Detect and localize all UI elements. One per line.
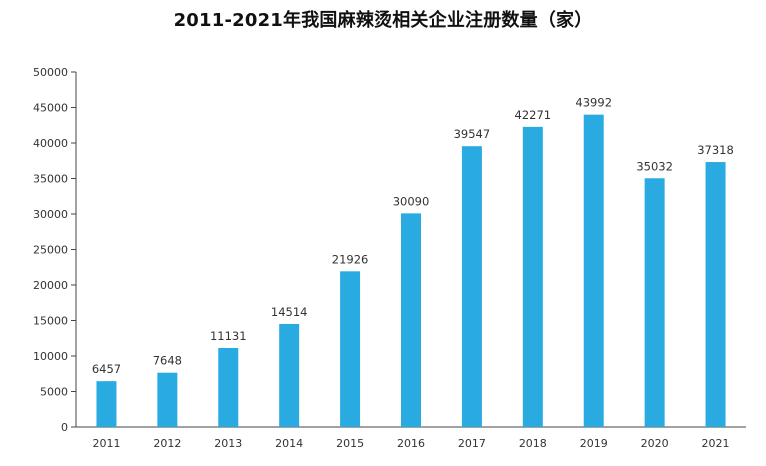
bar-2019 (583, 114, 604, 427)
x-tick-label: 2021 (702, 437, 730, 450)
data-label-2015: 21926 (332, 252, 369, 266)
data-label-2018: 42271 (515, 108, 552, 122)
y-tick-label: 10000 (33, 350, 68, 363)
x-tick-label: 2017 (458, 437, 486, 450)
y-tick-label: 35000 (33, 173, 68, 186)
data-label-2021: 37318 (697, 143, 734, 157)
y-tick-label: 40000 (33, 137, 68, 150)
data-label-2013: 11131 (210, 329, 247, 343)
data-label-2014: 14514 (271, 305, 308, 319)
y-tick-label: 5000 (40, 386, 68, 399)
x-tick-label: 2014 (275, 437, 303, 450)
bar-2014 (279, 323, 300, 427)
x-tick-label: 2018 (519, 437, 547, 450)
bar-2020 (644, 178, 665, 427)
chart-title: 2011-2021年我国麻辣烫相关企业注册数量（家） (173, 10, 593, 31)
data-label-2012: 7648 (153, 354, 182, 368)
data-label-2020: 35032 (636, 159, 673, 173)
bar-2012 (157, 372, 178, 427)
bar-2015 (340, 271, 361, 427)
data-label-2011: 6457 (92, 362, 121, 376)
x-tick-label: 2016 (397, 437, 425, 450)
x-tick-label: 2012 (153, 437, 181, 450)
y-tick-label: 20000 (33, 279, 68, 292)
y-tick-label: 0 (61, 421, 68, 434)
bar-2018 (522, 126, 543, 427)
x-tick-label: 2020 (641, 437, 669, 450)
y-axis: 0 5000 10000 15000 20000 25000 30000 35000 40000… (33, 66, 77, 434)
bar-2011 (96, 381, 117, 427)
data-labels: 6457 7648 11131 14514 21926 30090 39547 42271 43… (92, 96, 734, 376)
x-tick-label: 2013 (214, 437, 242, 450)
bar-2017 (461, 146, 482, 427)
data-label-2016: 30090 (393, 194, 430, 208)
y-tick-label: 15000 (33, 315, 68, 328)
y-tick-label: 25000 (33, 244, 68, 257)
data-label-2017: 39547 (454, 127, 491, 141)
x-tick-label: 2019 (580, 437, 608, 450)
bar-2013 (218, 347, 239, 427)
x-tick-label: 2015 (336, 437, 364, 450)
bar-2021 (705, 162, 726, 427)
bars (96, 114, 726, 427)
bar-2016 (401, 213, 421, 427)
data-label-2019: 43992 (575, 96, 612, 110)
y-tick-label: 30000 (33, 208, 68, 221)
x-tick-label: 2011 (92, 437, 120, 450)
y-tick-label: 50000 (33, 66, 68, 79)
y-tick-label: 45000 (33, 102, 68, 115)
x-axis: 2011 2012 2013 2014 2015 2016 2017 2018 2019 2020… (76, 426, 746, 450)
